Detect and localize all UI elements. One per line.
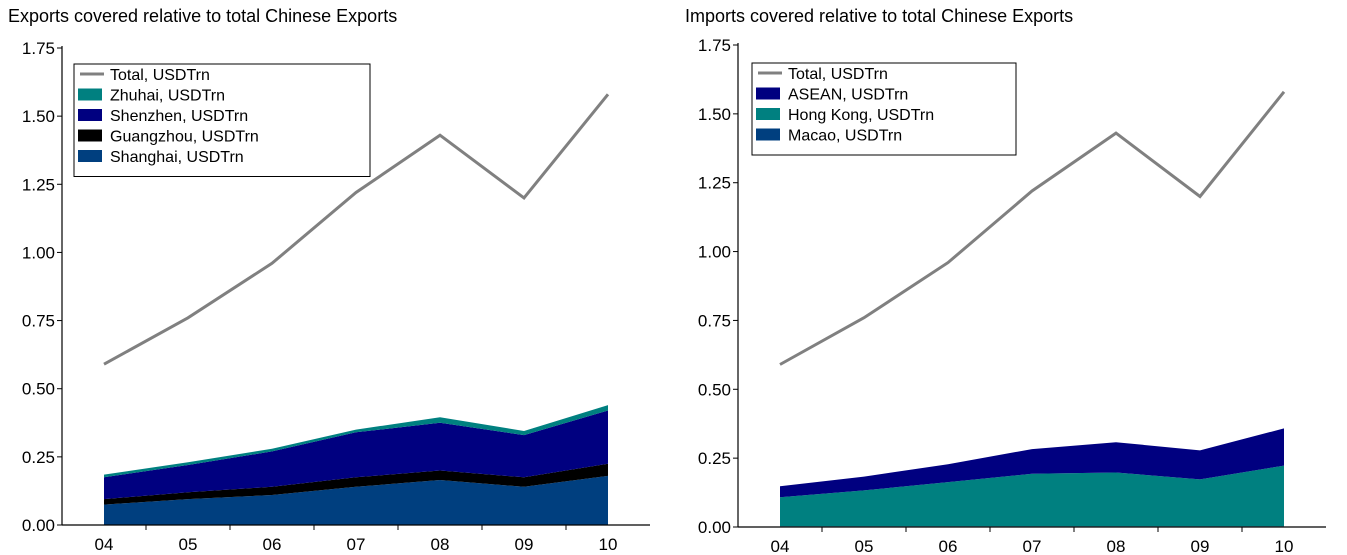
x-tick-label: 07 <box>347 535 366 554</box>
x-tick-label: 04 <box>95 535 114 554</box>
x-tick-label: 09 <box>515 535 534 554</box>
y-tick-label: 0.25 <box>698 449 731 468</box>
y-tick-label: 1.00 <box>22 243 55 262</box>
x-tick-label: 06 <box>939 537 958 555</box>
x-tick-label: 04 <box>771 537 790 555</box>
x-tick-label: 08 <box>431 535 450 554</box>
x-tick-label: 06 <box>263 535 282 554</box>
y-tick-label: 0.50 <box>698 380 731 399</box>
legend-label-macao-usdtrn: Macao, USDTrn <box>788 128 902 145</box>
legend-label-total-usdtrn: Total, USDTrn <box>110 67 210 84</box>
y-tick-label: 0.75 <box>698 311 731 330</box>
imports-chart-panel: Imports covered relative to total Chines… <box>673 0 1347 555</box>
legend-box <box>73 63 371 177</box>
legend-swatch-asean-usdtrn <box>756 87 780 100</box>
x-tick-label: 09 <box>1191 537 1210 555</box>
area-hong-kong-usdtrn <box>780 465 1284 527</box>
exports-chart-panel: Exports covered relative to total Chines… <box>0 0 673 555</box>
line-total-usdtrn <box>779 90 1286 366</box>
y-tick-label: 1.75 <box>698 36 731 55</box>
area-shanghai-usdtrn <box>104 475 608 525</box>
y-tick-label: 1.00 <box>698 243 731 262</box>
y-tick-label: 0.50 <box>22 380 55 399</box>
y-tick-label: 1.25 <box>698 174 731 193</box>
legend-label-guangzhou-usdtrn: Guangzhou, USDTrn <box>110 129 259 146</box>
legend-box <box>751 62 1017 156</box>
legend-swatch-shanghai-usdtrn <box>78 150 102 162</box>
y-tick-label: 0.25 <box>22 448 55 467</box>
y-tick-label: 0.75 <box>22 312 55 331</box>
exports-chart: 0.00 0.25 0.50 0.75 1.00 1.25 1.50 1.75 04 05 06 07… <box>22 39 650 554</box>
exports-chart-title: Exports covered relative to total Chines… <box>8 6 398 26</box>
y-tick-label: 0.00 <box>698 518 731 537</box>
legend-swatch-hong-kong-usdtrn <box>756 108 780 120</box>
legend-label-asean-usdtrn: ASEAN, USDTrn <box>788 87 908 104</box>
line-total-usdtrn <box>103 93 610 366</box>
x-tick-label: 10 <box>599 535 618 554</box>
legend-label-total-usdtrn: Total, USDTrn <box>788 66 888 83</box>
x-tick-label: 08 <box>1107 537 1126 555</box>
x-tick-label: 05 <box>855 537 874 555</box>
legend-label-shenzhen-usdtrn: Shenzhen, USDTrn <box>110 108 248 125</box>
legend: Total, USDTrn Zhuhai, USDTrn Shenzhen, USD… <box>73 63 371 177</box>
y-tick-label: 1.25 <box>22 175 55 194</box>
legend-label-hong-kong-usdtrn: Hong Kong, USDTrn <box>788 107 934 124</box>
area-shenzhen-usdtrn <box>104 410 608 500</box>
legend-swatch-zhuhai-usdtrn <box>78 88 102 101</box>
x-tick-label: 07 <box>1023 537 1042 555</box>
legend-label-zhuhai-usdtrn: Zhuhai, USDTrn <box>110 88 225 105</box>
y-tick-label: 1.50 <box>698 105 731 124</box>
x-tick-label: 05 <box>179 535 198 554</box>
imports-chart: 0.00 0.25 0.50 0.75 1.00 1.25 1.50 1.75 04 05 06 07… <box>698 36 1326 555</box>
legend-swatch-macao-usdtrn <box>756 128 780 141</box>
legend-swatch-guangzhou-usdtrn <box>78 129 102 142</box>
area-asean-usdtrn <box>780 428 1284 498</box>
x-tick-label: 10 <box>1275 537 1294 555</box>
y-tick-label: 0.00 <box>22 516 55 535</box>
legend-swatch-shenzhen-usdtrn <box>78 109 102 121</box>
legend-label-shanghai-usdtrn: Shanghai, USDTrn <box>110 149 244 166</box>
area-guangzhou-usdtrn <box>104 463 608 505</box>
legend: Total, USDTrn ASEAN, USDTrn Hong Kong, USD… <box>751 62 1017 156</box>
y-tick-label: 1.75 <box>22 39 55 58</box>
imports-chart-title: Imports covered relative to total Chines… <box>685 6 1074 26</box>
y-tick-label: 1.50 <box>22 107 55 126</box>
